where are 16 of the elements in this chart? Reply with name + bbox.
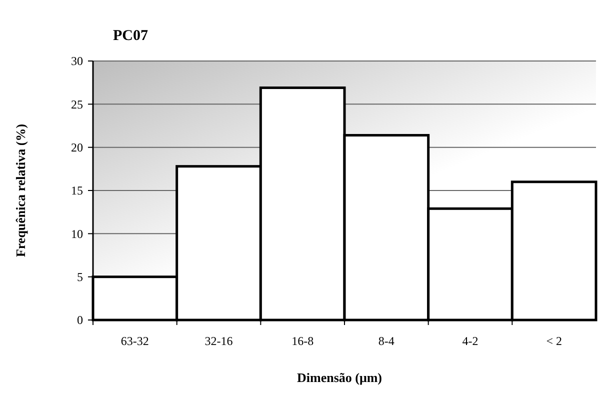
chart-title: PC07: [113, 28, 148, 44]
y-tick-label: 20: [71, 140, 83, 155]
y-tick-label: 30: [71, 54, 83, 68]
x-tick-label: 16-8: [292, 334, 314, 348]
y-tick-label: 10: [71, 226, 83, 241]
y-tick-label: 5: [77, 270, 83, 284]
x-tick-label: 8-4: [378, 334, 394, 348]
y-tick-label: 0: [77, 313, 83, 328]
x-tick-label: 4-2: [462, 334, 478, 348]
x-tick-label: 63-32: [120, 334, 149, 348]
x-tick-label: 32-16: [204, 334, 233, 348]
y-tick-label: 15: [71, 184, 83, 198]
x-tick-label: < 2: [546, 334, 562, 348]
y-axis-title: Frequênica relativa (%): [13, 124, 28, 258]
y-tick-label: 25: [71, 97, 83, 112]
x-axis-title: Dimensão (μm): [297, 370, 382, 385]
